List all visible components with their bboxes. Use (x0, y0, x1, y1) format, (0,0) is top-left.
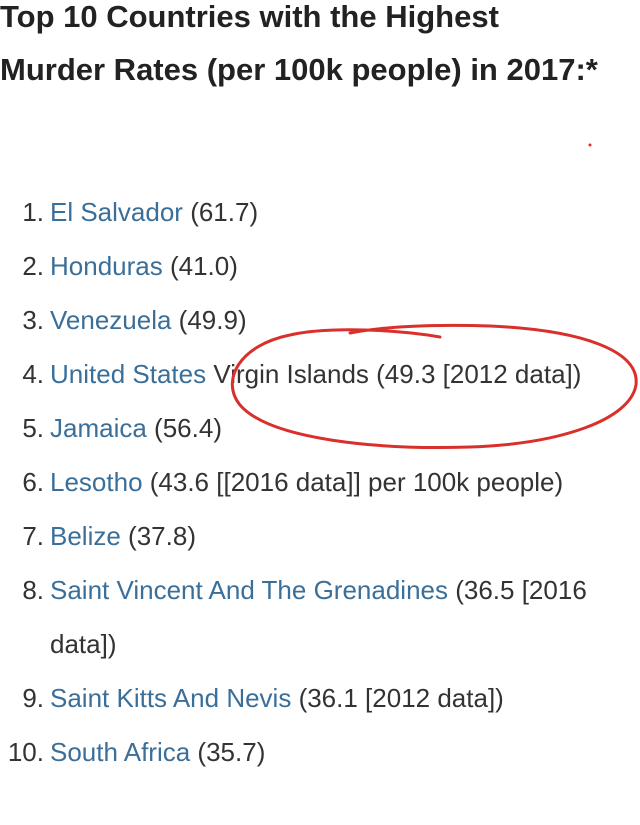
list-item: 2. Honduras (41.0) (0, 239, 600, 293)
country-link[interactable]: Lesotho (50, 467, 143, 497)
list-item: 5. Jamaica (56.4) (0, 401, 600, 455)
item-number: 5. (22, 413, 44, 443)
item-value: (41.0) (162, 251, 238, 281)
page-title: Top 10 Countries with the Highest Murder… (0, 0, 598, 87)
item-value: (43.6 [[2016 data]] per 100k people) (142, 467, 564, 497)
list-item: 7. Belize (37.8) (0, 509, 600, 563)
item-value: (36.5 [2016 data]) (50, 575, 587, 659)
list-item: 10. South Africa (35.7) (0, 725, 600, 779)
country-link[interactable]: Venezuela (50, 305, 172, 335)
list-item: 6. Lesotho (43.6 [[2016 data]] per 100k p… (0, 455, 600, 509)
item-number: 2. (22, 251, 44, 281)
item-number: 10. (7, 737, 44, 767)
item-number: 7. (22, 521, 44, 551)
list-item: 9. Saint Kitts And Nevis (36.1 [2012 data… (0, 671, 600, 725)
item-number: 4. (22, 359, 44, 389)
item-number: 3. (22, 305, 44, 335)
item-value: (35.7) (190, 737, 266, 767)
item-value: (36.1 [2012 data]) (291, 683, 504, 713)
item-number: 6. (22, 467, 44, 497)
item-value: (61.7) (182, 197, 259, 227)
country-link[interactable]: Saint Kitts And Nevis (50, 683, 292, 713)
country-list: 1. El Salvador (61.7) 2. Honduras (41.0) 3… (0, 185, 600, 779)
item-value: (37.8) (120, 521, 196, 551)
country-link[interactable]: Honduras (50, 251, 163, 281)
list-item: 4. United States Virgin Islands (49.3 [20… (0, 347, 600, 401)
item-number: 1. (22, 197, 44, 227)
country-link[interactable]: Jamaica (50, 413, 147, 443)
country-link[interactable]: Belize (50, 521, 121, 551)
country-link[interactable]: El Salvador (50, 197, 183, 227)
item-value: (56.4) (146, 413, 222, 443)
item-value: (49.9) (171, 305, 247, 335)
red-dot (588, 143, 592, 147)
list-item: 3. Venezuela (49.9) (0, 293, 600, 347)
item-number: 8. (22, 575, 44, 605)
list-item: 1. El Salvador (61.7) (0, 185, 600, 239)
list-item: 8. Saint Vincent And The Grenadines (36.5… (0, 563, 600, 671)
country-link[interactable]: Saint Vincent And The Grenadines (50, 575, 448, 605)
item-number: 9. (22, 683, 44, 713)
item-value: Virgin Islands (49.3 [2012 data]) (206, 359, 582, 389)
country-link[interactable]: South Africa (50, 737, 191, 767)
country-link[interactable]: United States (50, 359, 207, 389)
